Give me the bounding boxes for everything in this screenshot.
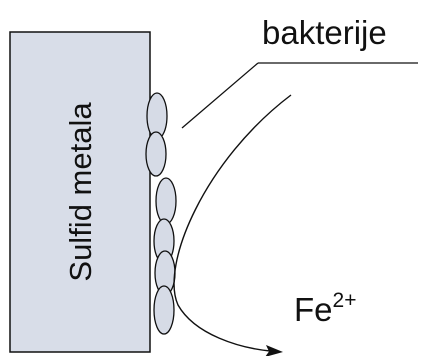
- ion-base: Fe: [294, 291, 333, 328]
- bacteria-label: bakterije: [262, 14, 387, 51]
- bacteria-pointer-line: [181, 62, 259, 129]
- bacteria-cells: [145, 92, 177, 335]
- bacterium-cell: [145, 131, 167, 177]
- block-label: Sulfid metala: [63, 102, 98, 282]
- bacterium-cell: [155, 177, 177, 225]
- bacterium-cell: [153, 285, 175, 335]
- ion-label: Fe2+: [294, 289, 356, 328]
- metal-sulfide-block: [9, 31, 151, 353]
- release-curve: [173, 94, 292, 352]
- ion-charge: 2+: [333, 289, 357, 312]
- arrowhead-icon: [265, 345, 283, 356]
